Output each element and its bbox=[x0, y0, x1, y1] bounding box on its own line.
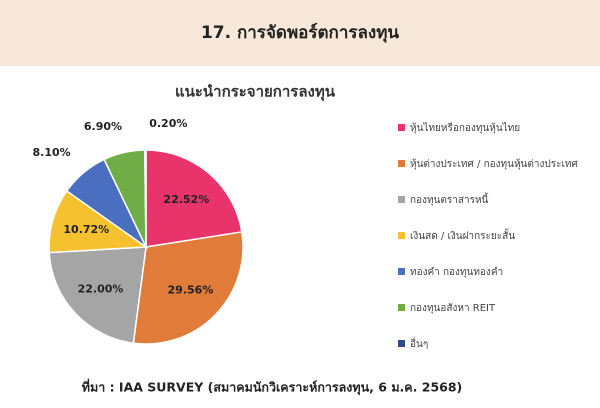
legend-swatch bbox=[398, 124, 405, 131]
pie-slice bbox=[144, 149, 147, 248]
data-label: 29.56% bbox=[168, 283, 214, 296]
legend-swatch bbox=[398, 232, 405, 239]
pie-slice bbox=[145, 149, 243, 248]
source-note: ที่มา : IAA SURVEY (สมาคมนักวิเคราะห์การ… bbox=[82, 379, 463, 396]
header-band bbox=[0, 0, 600, 66]
legend-swatch bbox=[398, 160, 405, 167]
legend-label: กองทุนตราสารหนี้ bbox=[410, 192, 489, 206]
legend-label: เงินสด / เงินฝากระยะสั้น bbox=[410, 228, 515, 242]
legend-label: หุ้นต่างประเทศ / กองทุนหุ้นต่างประเทศ bbox=[410, 158, 578, 170]
legend-label: กองทุนอสังหา REIT bbox=[410, 303, 496, 314]
chart-title: แนะนำกระจายการลงทุน bbox=[175, 83, 336, 102]
pie-slice bbox=[132, 231, 244, 345]
data-label: 6.90% bbox=[84, 120, 122, 133]
data-label: 22.52% bbox=[163, 193, 209, 206]
legend-swatch bbox=[398, 304, 405, 311]
legend-label: ทองคำ กองทุนทองคำ bbox=[410, 267, 503, 278]
data-label: 8.10% bbox=[33, 146, 71, 159]
legend-label: หุ้นไทยหรือกองทุนหุ้นไทย bbox=[410, 122, 520, 134]
header-title: 17. การจัดพอร์ตการลงทุน bbox=[201, 22, 399, 43]
legend-label: อื่นๆ bbox=[410, 336, 428, 350]
data-label: 10.72% bbox=[63, 223, 109, 236]
data-label: 22.00% bbox=[78, 282, 124, 295]
pie-slice bbox=[48, 246, 147, 345]
legend-swatch bbox=[398, 196, 405, 203]
legend-swatch bbox=[398, 268, 405, 275]
legend-swatch bbox=[398, 340, 405, 347]
data-label: 0.20% bbox=[149, 117, 187, 130]
